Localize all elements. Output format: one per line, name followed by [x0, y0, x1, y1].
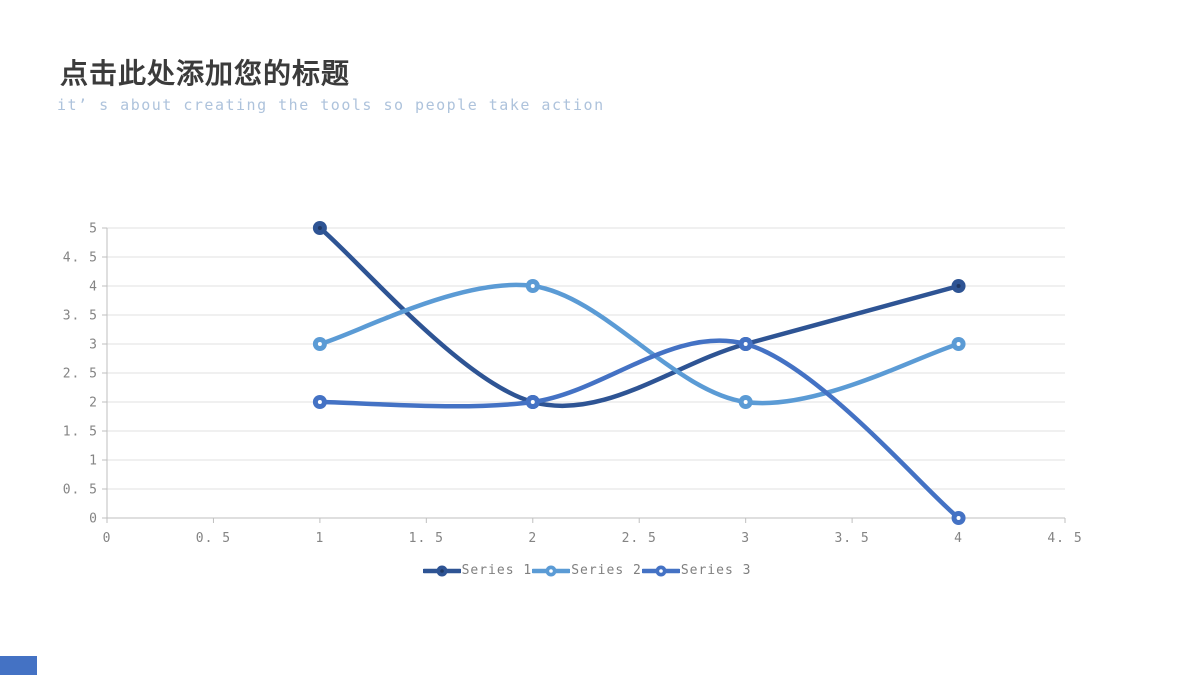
x-tick-label: 3 [741, 531, 750, 546]
data-point-dot [317, 226, 322, 230]
x-tick-label: 1 [315, 531, 324, 546]
y-tick-label: 0 [89, 512, 98, 527]
data-point-dot [317, 400, 322, 404]
y-tick-label: 2. 5 [63, 367, 98, 382]
x-tick-label: 4 [954, 531, 963, 546]
accent-bar [0, 656, 37, 675]
y-tick-label: 1. 5 [63, 425, 98, 440]
data-point-dot [530, 400, 535, 404]
x-tick-label: 0 [103, 531, 112, 546]
x-tick-label: 0. 5 [196, 531, 231, 546]
slide-title: 点击此处添加您的标题 [60, 58, 351, 89]
legend-label: Series 1 [461, 563, 533, 578]
x-tick-label: 3. 5 [834, 531, 869, 546]
y-tick-label: 3 [89, 338, 98, 353]
data-point-dot [956, 284, 961, 288]
legend-marker-icon [641, 565, 680, 577]
data-point-dot [530, 284, 535, 288]
legend-item-series-3: Series 3 [641, 563, 752, 578]
y-tick-label: 4. 5 [63, 251, 98, 266]
data-point-dot [956, 342, 961, 346]
legend-item-series-2: Series 2 [532, 564, 642, 578]
slide-subtitle: it’ s about creating the tools so people… [57, 96, 605, 114]
series-line-series-2 [317, 282, 961, 406]
x-tick-label: 2 [528, 531, 537, 546]
x-tick-label: 1. 5 [409, 531, 444, 546]
legend-label: Series 2 [571, 563, 642, 578]
series-line-series-3 [317, 338, 961, 521]
y-tick-label: 5 [89, 222, 98, 237]
y-tick-label: 2 [89, 396, 98, 411]
legend-marker-icon [422, 565, 461, 577]
legend-label: Series 3 [680, 563, 752, 578]
x-tick-label: 4. 5 [1047, 531, 1082, 546]
y-tick-label: 1 [89, 454, 98, 469]
y-tick-label: 3. 5 [63, 309, 98, 324]
data-point-dot [743, 400, 748, 404]
y-tick-label: 4 [89, 280, 98, 295]
y-tick-label: 0. 5 [63, 483, 98, 498]
legend-marker-icon [532, 565, 571, 577]
data-point-dot [743, 342, 748, 346]
data-point-dot [317, 342, 322, 346]
legend-item-series-1: Series 1 [422, 563, 533, 578]
x-tick-label: 2. 5 [622, 531, 657, 546]
data-point-dot [956, 516, 961, 520]
chart-legend: Series 1 Series 2 Series 3 [0, 561, 1174, 581]
